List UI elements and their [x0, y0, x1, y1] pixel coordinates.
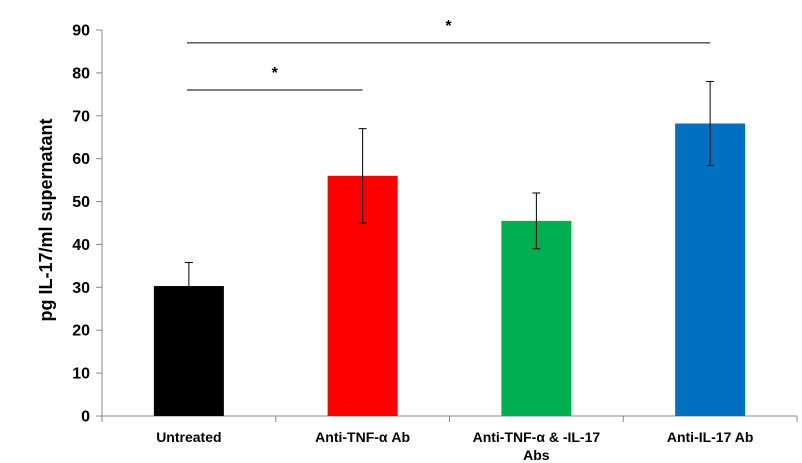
y-tick-label: 70 — [72, 108, 90, 125]
y-tick-label: 20 — [72, 323, 90, 340]
y-tick-label: 40 — [72, 237, 90, 254]
y-tick-label: 60 — [72, 151, 90, 168]
y-tick-label: 90 — [72, 23, 90, 40]
significance-star: * — [445, 18, 452, 35]
y-tick-label: 80 — [72, 65, 90, 82]
labels: 0 10 20 30 40 50 60 70 80 90 Untreated Anti-TNF-α A… — [72, 23, 753, 463]
category-label: Untreated — [156, 429, 221, 445]
bar — [675, 123, 746, 417]
error-bars — [184, 80, 715, 311]
y-tick-label: 30 — [72, 280, 90, 297]
y-tick-label: 10 — [72, 366, 90, 383]
y-axis-title: pg IL-17/ml supernatant — [36, 118, 56, 321]
bars — [153, 123, 746, 417]
category-label: Anti-TNF-α & -IL-17 Abs — [473, 429, 601, 463]
category-label: Anti-TNF-α Ab — [315, 429, 410, 445]
y-tick-label: 0 — [81, 409, 90, 426]
category-label: Anti-IL-17 Ab — [667, 429, 754, 445]
y-tick-label: 50 — [72, 194, 90, 211]
significance-star: * — [272, 65, 279, 82]
bar — [501, 220, 572, 416]
significance-markers: ** — [186, 18, 711, 91]
